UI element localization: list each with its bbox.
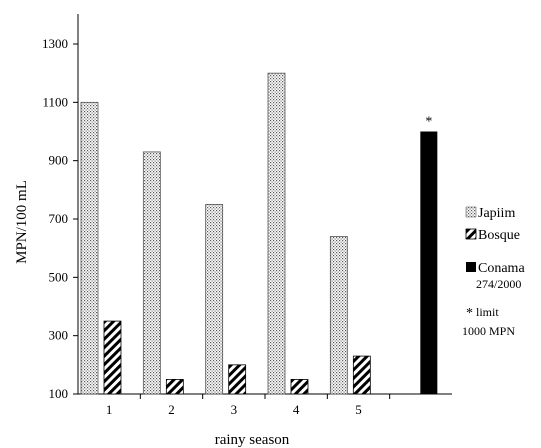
y-tick-label: 500 [49, 269, 69, 284]
x-axis-ticks: 1 2 3 4 5 [106, 394, 391, 417]
bars [80, 72, 438, 395]
legend-swatch-japiim [465, 206, 477, 218]
y-axis-title: MPN/100 mL [14, 180, 30, 264]
legend-symbol-limit: * [466, 306, 473, 321]
y-axis-ticks: 100 300 500 700 900 1100 1300 [42, 36, 78, 401]
x-tick-label: 5 [355, 402, 362, 417]
x-tick-label: 4 [293, 402, 300, 417]
legend-swatch-bosque [465, 228, 477, 240]
y-tick-label: 900 [49, 153, 69, 168]
bar-japiim-5 [329, 236, 348, 395]
bar-japiim-2 [142, 151, 161, 395]
legend-swatch-conama [466, 262, 476, 272]
limit-annotation: * [425, 115, 432, 130]
x-axis-title: rainy season [215, 432, 290, 448]
x-tick-label: 1 [106, 402, 113, 417]
bar-bosque-2 [165, 379, 184, 395]
x-tick-label: 3 [231, 402, 238, 417]
legend-label-bosque: Bosque [478, 228, 520, 243]
axes: 100 300 500 700 900 1100 1300 1 2 3 4 5 [42, 14, 452, 417]
legend-label-conama: Conama [478, 261, 525, 276]
bar-bosque-4 [290, 379, 309, 395]
y-tick-label: 700 [49, 211, 69, 226]
bar-bosque-1 [103, 320, 122, 395]
bar-japiim-1 [80, 101, 99, 395]
bar-japiim-4 [267, 72, 286, 395]
legend-sublabel-conama: 274/2000 [476, 277, 521, 291]
bar-conama-limit [420, 131, 438, 394]
y-tick-label: 1300 [42, 36, 68, 51]
bar-bosque-3 [228, 364, 247, 395]
y-tick-label: 300 [49, 328, 69, 343]
y-tick-label: 100 [49, 386, 69, 401]
y-tick-label: 1100 [42, 94, 68, 109]
x-tick-label: 2 [168, 402, 175, 417]
legend-label-japiim: Japiim [478, 206, 515, 221]
legend: Japiim Bosque Conama 274/2000 * limit 10… [462, 206, 525, 338]
legend-label-limit: limit [476, 305, 499, 319]
legend-sublabel-limit: 1000 MPN [462, 324, 515, 338]
bar-bosque-5 [352, 355, 371, 395]
bar-japiim-3 [205, 204, 224, 395]
